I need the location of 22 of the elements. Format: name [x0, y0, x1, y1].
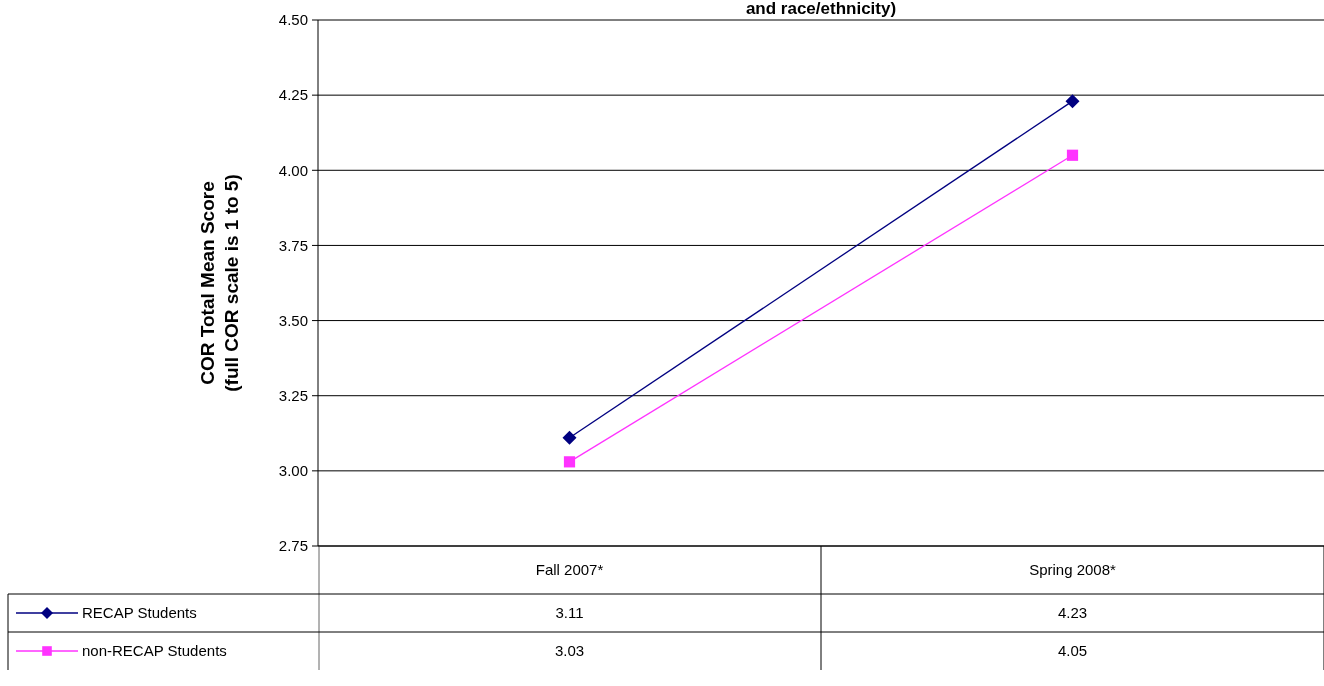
y-tick-label: 4.00 — [278, 161, 308, 179]
x-tick-label: Fall 2007* — [535, 561, 604, 579]
legend-label: RECAP Students — [82, 604, 197, 622]
data-label: 4.23 — [1057, 604, 1088, 622]
y-axis-title: COR Total Mean Score (full COR scale is 1 to 5) — [197, 174, 242, 392]
data-label: 3.11 — [555, 604, 584, 622]
point — [1066, 149, 1079, 161]
data-label: 4.05 — [1057, 642, 1088, 660]
point — [562, 430, 577, 445]
legend-label: non-RECAP Students — [82, 642, 227, 660]
x-tick-label: Spring 2008* — [1029, 561, 1117, 579]
y-tick-label: 3.25 — [278, 386, 308, 404]
y-tick-label: 3.00 — [278, 462, 308, 480]
point — [1065, 94, 1080, 109]
y-tick-label: 4.50 — [278, 11, 308, 29]
data-label: 3.03 — [554, 642, 585, 660]
y-tick-label: 3.50 — [278, 311, 308, 329]
y-tick-label: 3.75 — [278, 236, 308, 254]
y-tick-label: 2.75 — [278, 537, 308, 555]
point — [563, 456, 576, 468]
chart-title: and race/ethnicity) — [745, 0, 897, 18]
y-tick-label: 4.25 — [278, 86, 308, 104]
